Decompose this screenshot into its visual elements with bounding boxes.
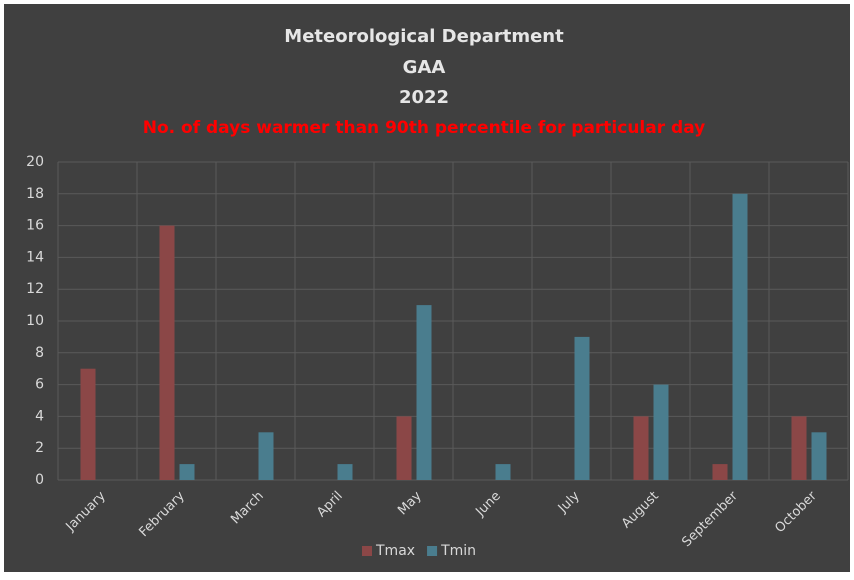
bar [258,432,274,480]
y-tick-label: 18 [26,186,44,202]
bar [791,416,807,480]
bar [811,432,827,480]
y-tick-label: 2 [35,440,44,456]
bar [574,336,590,480]
y-tick-label: 20 [26,154,44,170]
y-tick-label: 12 [26,281,44,297]
chart-title: 2022 [399,87,449,108]
y-tick-label: 8 [35,345,44,361]
chart-subtitle: No. of days warmer than 90th percentile … [143,118,706,138]
y-tick-label: 0 [35,472,44,488]
bar [416,305,432,480]
bar [633,416,649,480]
bar [396,416,412,480]
legend-label: Tmax [375,543,415,559]
legend-swatch [362,546,372,556]
bar [159,225,175,480]
bar [337,464,353,480]
bar [495,464,511,480]
y-tick-label: 16 [26,218,44,234]
y-tick-label: 14 [26,249,44,265]
legend-swatch [427,546,438,556]
legend-label: Tmin [440,543,476,559]
bar [732,193,748,481]
bar [80,368,96,480]
y-tick-label: 10 [26,313,44,329]
y-tick-label: 4 [35,408,44,424]
chart-title: Meteorological Department [284,26,564,47]
bar [179,464,195,480]
bar [653,384,669,480]
bar [712,464,728,480]
y-tick-label: 6 [35,377,44,393]
chart-title: GAA [403,57,446,78]
